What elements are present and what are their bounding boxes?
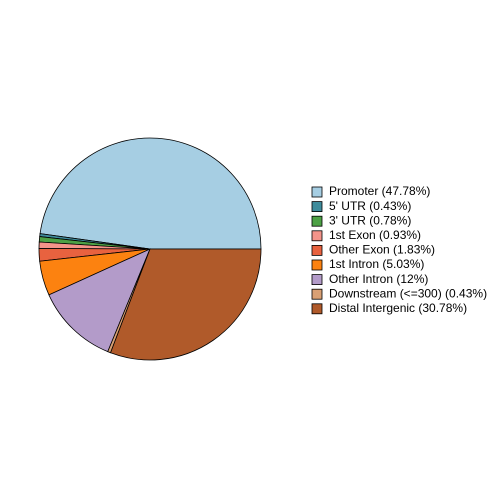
legend-swatch <box>311 303 323 315</box>
pie-slice <box>39 137 262 250</box>
legend-label: Promoter (47.78%) <box>329 184 430 198</box>
legend-swatch <box>311 201 323 213</box>
pie-slice <box>48 248 151 353</box>
legend-swatch <box>311 288 323 300</box>
legend-swatch <box>311 230 323 242</box>
legend-label: 1st Intron (5.03%) <box>329 257 424 271</box>
legend-swatch <box>311 244 323 256</box>
legend-label: Other Exon (1.83%) <box>329 243 435 257</box>
legend-swatch <box>311 215 323 227</box>
legend-label: Downstream (<=300) (0.43%) <box>329 286 487 300</box>
legend-label: 5' UTR (0.43%) <box>329 199 411 213</box>
legend-swatch <box>311 259 323 271</box>
legend-swatch <box>311 186 323 198</box>
legend-swatch <box>311 274 323 286</box>
pie-slice <box>110 248 262 361</box>
legend-label: Distal Intergenic (30.78%) <box>329 301 467 315</box>
legend-label: 3' UTR (0.78%) <box>329 213 411 227</box>
legend-label: Other Intron (12%) <box>329 272 428 286</box>
legend-label: 1st Exon (0.93%) <box>329 228 421 242</box>
